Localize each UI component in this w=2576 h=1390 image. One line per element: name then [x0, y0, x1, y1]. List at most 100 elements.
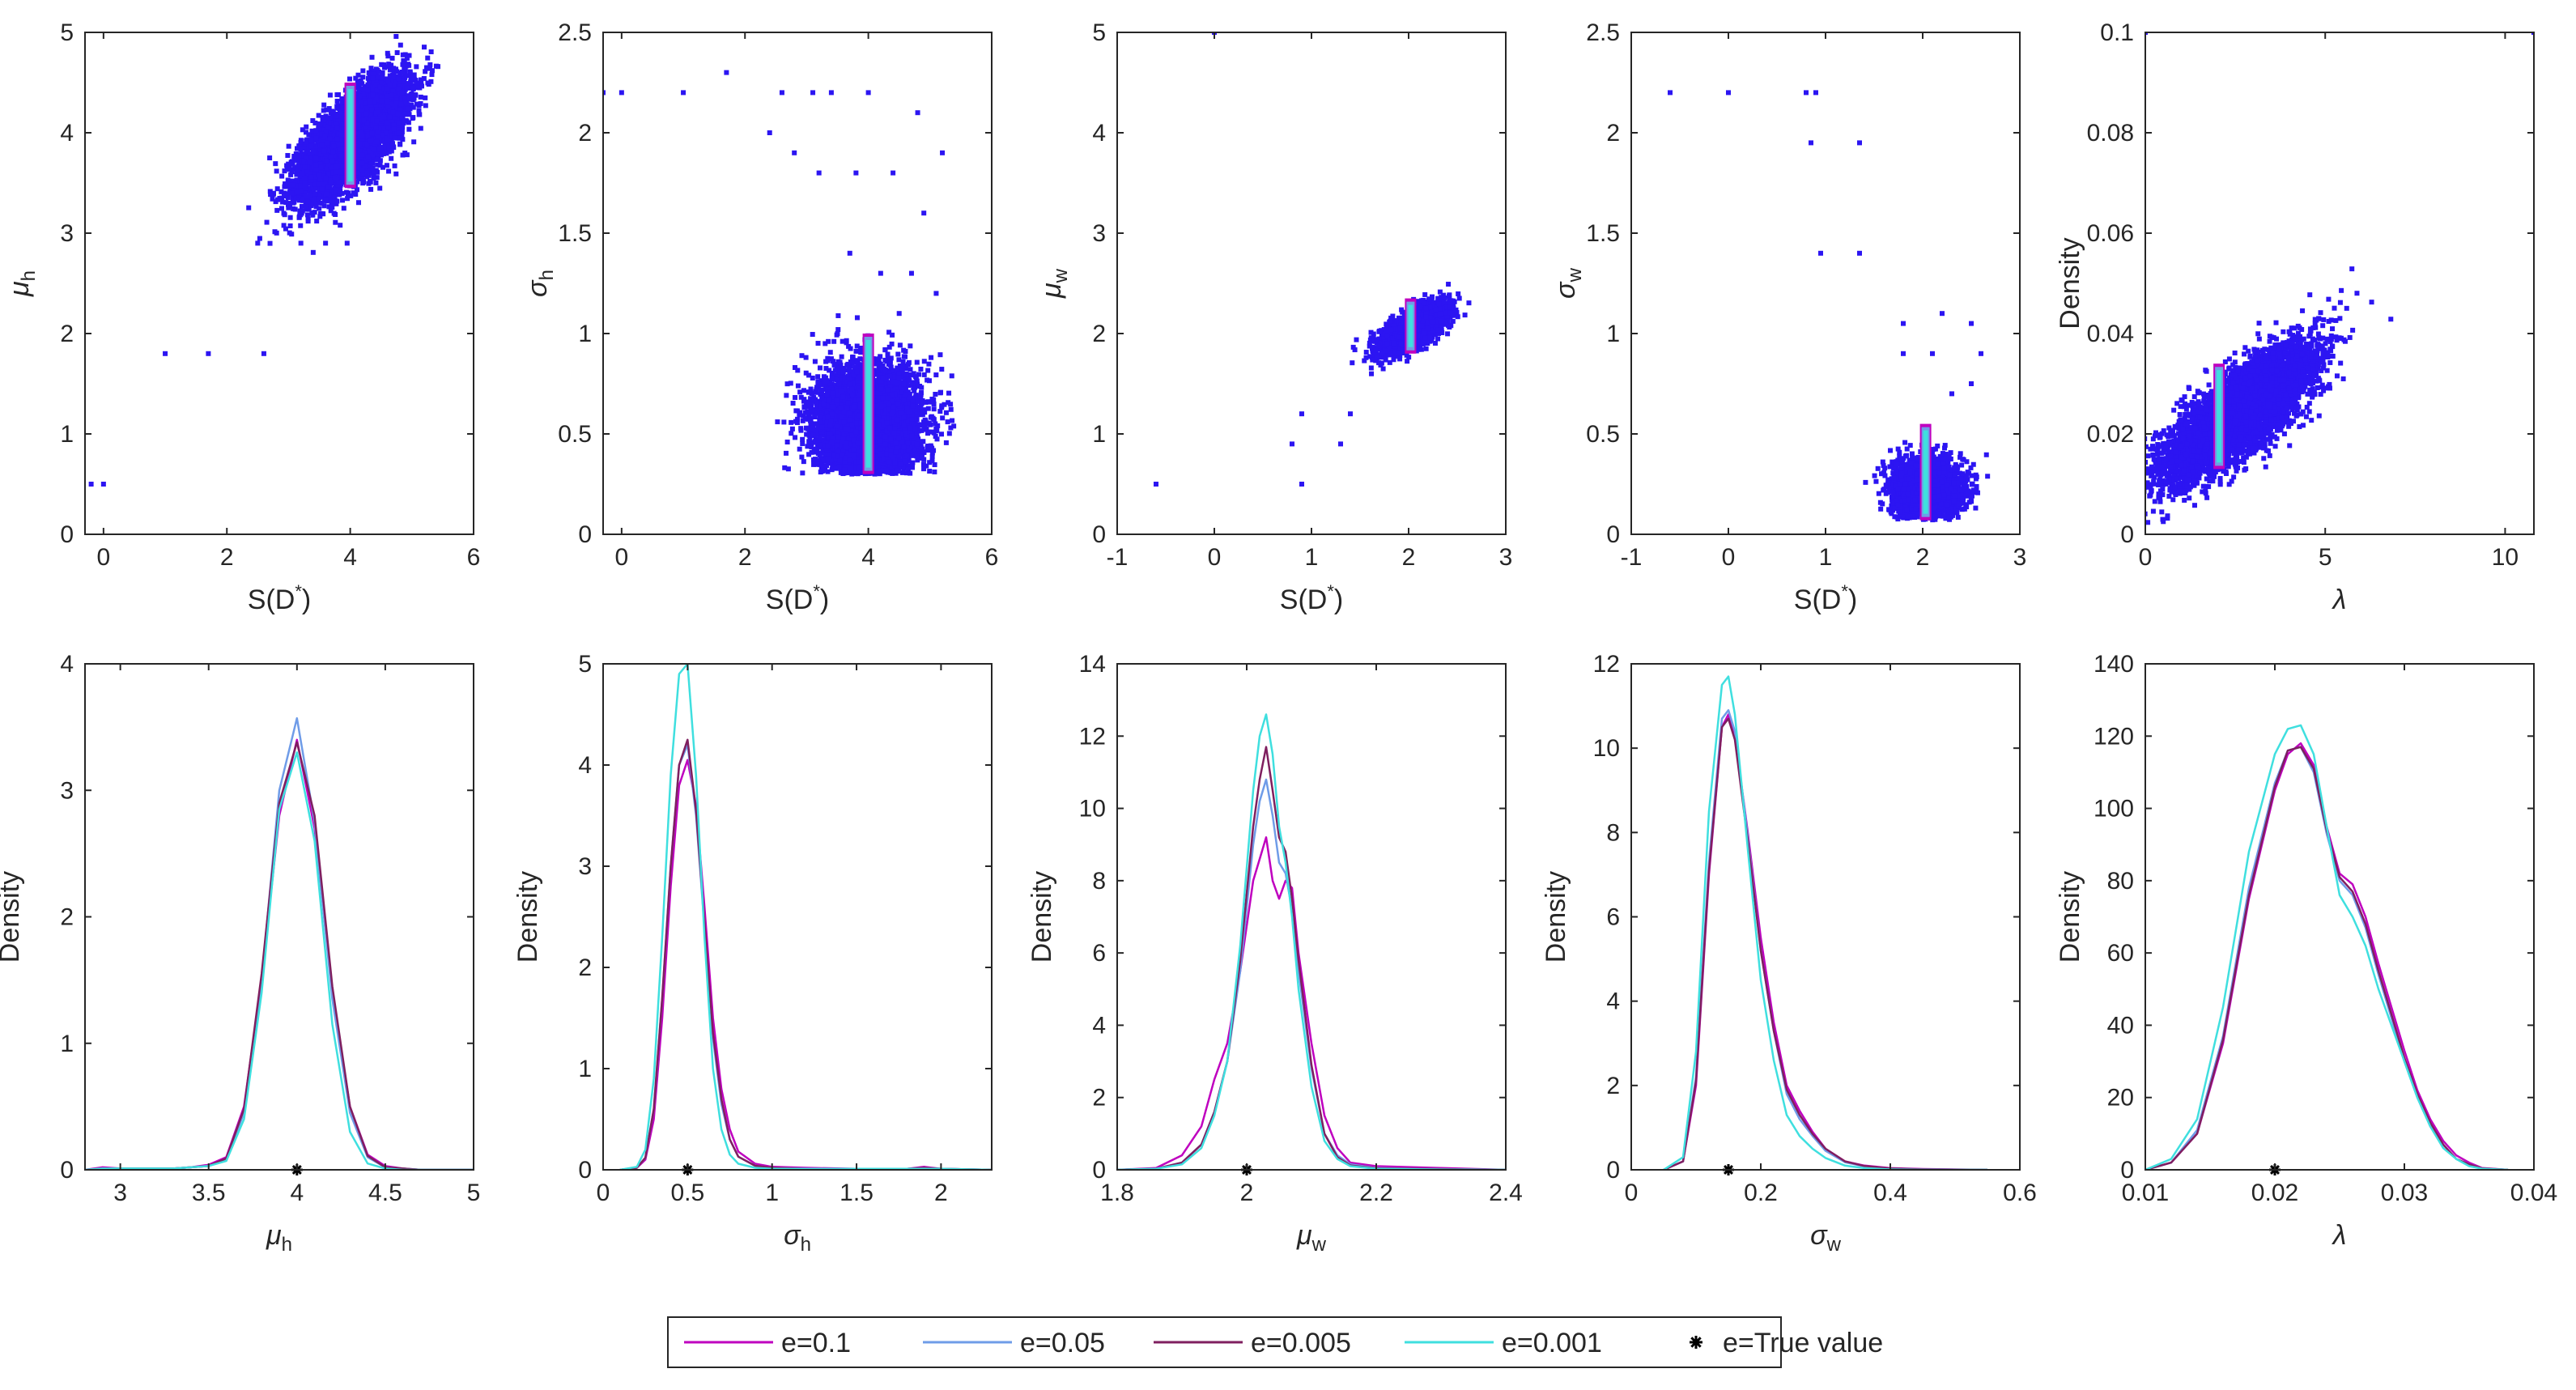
scatter-point: [325, 154, 330, 159]
scatter-point: [371, 176, 376, 181]
scatter-point: [300, 208, 305, 214]
scatter-point: [404, 55, 410, 61]
scatter-point: [333, 128, 338, 134]
scatter-point: [374, 156, 380, 162]
scatter-point: [363, 138, 368, 144]
scatter-point: [301, 159, 307, 164]
scatter-point: [326, 106, 332, 112]
scatter-point: [418, 100, 423, 106]
scatter-point: [429, 72, 435, 78]
scatter-point: [293, 193, 299, 198]
scatter-point: [305, 216, 311, 222]
scatter-point: [340, 198, 346, 203]
scatter-point: [295, 168, 301, 173]
scatter-point: [304, 124, 309, 130]
scatter-point: [270, 196, 275, 202]
scatter-point: [384, 141, 389, 147]
scatter-point: [391, 145, 397, 151]
scatter-point: [397, 141, 403, 147]
scatter-point: [423, 95, 428, 100]
scatter-point: [302, 190, 308, 196]
scatter-point: [297, 195, 303, 201]
scatter-point: [356, 79, 362, 84]
scatter-point: [398, 101, 404, 107]
scatter-point: [427, 66, 432, 71]
scatter-point: [304, 139, 309, 145]
scatter-point: [311, 198, 317, 203]
scatter-point: [304, 137, 310, 142]
scatter-point: [299, 180, 304, 185]
scatter-point: [312, 120, 318, 125]
scatter-point: [380, 135, 385, 141]
scatter-point: [336, 105, 342, 111]
scatter-point: [304, 155, 309, 161]
scatter-point: [338, 223, 343, 228]
scatter-point: [264, 219, 270, 225]
scatter-point: [428, 79, 434, 84]
scatter-point: [324, 107, 329, 113]
scatter-point: [316, 196, 321, 202]
scatter-point: [396, 117, 402, 122]
scatter-point: [274, 207, 280, 213]
scatter-point: [287, 223, 293, 228]
scatter-point: [392, 163, 397, 168]
scatter-point: [283, 181, 288, 187]
scatter-point: [389, 62, 394, 68]
scatter-point: [338, 109, 343, 115]
scatter-point: [377, 185, 383, 191]
scatter-point: [305, 189, 311, 194]
scatter-point: [292, 164, 298, 170]
scatter-point: [300, 161, 306, 167]
scatter-point: [417, 112, 423, 117]
scatter-point: [300, 170, 305, 176]
scatter-cloud: [246, 33, 440, 255]
scatter-point: [406, 81, 411, 87]
scatter-point: [402, 74, 408, 80]
scatter-point: [327, 133, 333, 138]
scatter-point: [378, 104, 384, 110]
scatter-point: [317, 200, 322, 206]
scatter-point: [406, 62, 412, 68]
scatter-point: [386, 149, 392, 155]
scatter-point: [281, 223, 287, 228]
scatter-point: [337, 192, 342, 198]
scatter-point: [320, 180, 325, 185]
scatter-point: [373, 180, 379, 185]
scatter-point: [308, 155, 313, 161]
scatter-point: [274, 168, 279, 174]
scatter-point: [329, 199, 334, 205]
scatter-point: [325, 124, 331, 130]
scatter-point: [368, 66, 374, 71]
scatter-point: [273, 161, 278, 167]
scatter-point: [356, 87, 362, 92]
scatter-point: [370, 71, 376, 77]
scatter-point: [321, 114, 326, 120]
scatter-point: [402, 99, 408, 104]
scatter-point: [291, 188, 297, 193]
scatter-point: [402, 52, 408, 57]
scatter-point: [306, 132, 312, 138]
scatter-point: [381, 89, 387, 95]
scatter-point: [287, 189, 292, 195]
scatter-point: [381, 79, 387, 84]
scatter-point: [377, 158, 383, 164]
scatter-point: [325, 134, 330, 139]
scatter-point: [317, 214, 323, 219]
scatter-point: [319, 201, 325, 206]
scatter-point: [272, 229, 278, 235]
scatter-point: [310, 160, 316, 166]
scatter-point: [297, 173, 303, 179]
scatter-point: [345, 196, 351, 202]
scatter-point: [393, 97, 399, 103]
scatter-point: [391, 74, 397, 80]
scatter-point: [384, 163, 389, 168]
scatter-point: [321, 102, 327, 108]
scatter-point: [359, 164, 365, 169]
scatter-point: [321, 164, 326, 169]
scatter-point: [303, 130, 308, 135]
scatter-point: [393, 171, 399, 176]
scatter-point: [410, 97, 416, 103]
scatter-point: [267, 155, 273, 161]
